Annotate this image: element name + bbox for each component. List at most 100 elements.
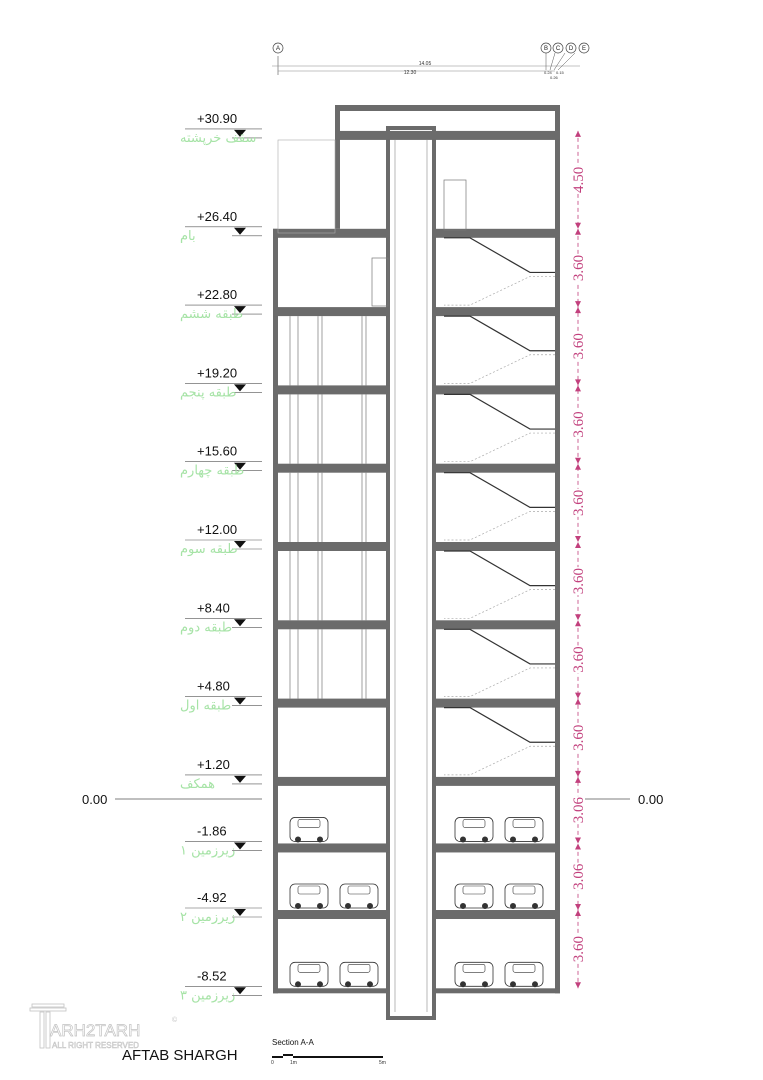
slab xyxy=(273,620,390,630)
car-wheel xyxy=(510,836,516,843)
car-wheel xyxy=(482,903,488,910)
car-wheel xyxy=(460,981,466,988)
car-wheel xyxy=(482,981,488,988)
dimension-label-bg xyxy=(571,165,585,194)
floor-height-label: 3.60 xyxy=(571,255,587,281)
slab xyxy=(432,843,560,853)
floor-height-label: 3.60 xyxy=(571,568,587,594)
section-label: Section A-A xyxy=(272,1038,314,1047)
dimension-label-bg xyxy=(571,567,585,596)
car-window xyxy=(347,964,371,973)
ground-level-left: 0.00 xyxy=(82,792,107,807)
floor-height-label: 3.06 xyxy=(571,797,587,824)
dimension-label-bg xyxy=(571,488,585,517)
grid-axis-label: D xyxy=(569,46,574,52)
dimension-arrow-icon xyxy=(575,910,581,917)
stair-flight xyxy=(444,276,555,306)
dimension-arrow-icon xyxy=(575,542,581,548)
dimension-label-bg xyxy=(571,723,585,752)
dimension-arrow-icon xyxy=(575,904,581,911)
foundation-right xyxy=(432,988,560,994)
car xyxy=(454,883,494,909)
logo-text: ARH2TARH xyxy=(50,1021,140,1040)
slab xyxy=(432,463,560,473)
building-section xyxy=(273,105,560,1020)
car-wheel xyxy=(295,903,301,910)
dimension-arrow-icon xyxy=(575,770,581,777)
grid-bubble xyxy=(565,42,577,54)
dimension-arrow-icon xyxy=(575,837,581,844)
grid-axis-label: B xyxy=(544,46,548,52)
car-wheel xyxy=(367,903,373,910)
car-wheel xyxy=(510,981,516,988)
slab xyxy=(273,776,390,786)
dimension-label-bg xyxy=(571,796,585,825)
dimension-label-bg xyxy=(571,332,585,361)
slab xyxy=(432,228,560,238)
level-marker-icon xyxy=(234,775,246,783)
dimension-arrow-icon xyxy=(575,536,581,542)
car-wheel xyxy=(510,903,516,910)
slab xyxy=(432,776,560,786)
stair-flight xyxy=(444,745,555,776)
level-elevation: +19.20 xyxy=(197,365,237,380)
dimension-arrow-icon xyxy=(575,776,581,783)
car-window xyxy=(347,885,371,895)
penthouse-outline xyxy=(277,139,336,234)
stair-flight xyxy=(444,237,555,274)
door xyxy=(371,257,389,307)
grid-axis-label: A xyxy=(276,46,280,52)
inner-dimension: 12.30 xyxy=(404,70,417,76)
ground-level-right: 0.00 xyxy=(638,792,663,807)
level-name: طبقه دوم xyxy=(180,620,232,635)
slab xyxy=(432,542,560,551)
car xyxy=(504,883,544,909)
level-name: طبقه ششم xyxy=(180,307,243,322)
level-name: طبقه چهارم xyxy=(180,464,244,479)
car-window xyxy=(462,885,486,895)
dimension-arrow-icon xyxy=(575,379,581,386)
car xyxy=(504,961,544,987)
level-marker-icon xyxy=(234,842,246,850)
level-marker-icon xyxy=(234,306,246,314)
car xyxy=(289,817,329,842)
car-window xyxy=(462,819,486,828)
slab xyxy=(432,698,560,708)
level-name: زیرزمین ۲ xyxy=(180,910,235,925)
slab xyxy=(273,843,390,853)
dimension-arrow-icon xyxy=(575,222,581,229)
car xyxy=(289,961,329,987)
level-elevation: -8.52 xyxy=(197,968,227,983)
svg-text:©: © xyxy=(172,1016,178,1024)
car-wheel xyxy=(532,981,538,988)
stair-flight xyxy=(444,432,555,463)
car xyxy=(339,883,379,909)
level-elevation: +26.40 xyxy=(197,209,237,224)
car-wheel xyxy=(367,981,373,988)
floor-height-label: 4.50 xyxy=(571,167,587,193)
slab xyxy=(273,542,390,551)
scale-bar: 0 1m 5m xyxy=(271,1054,386,1066)
slab xyxy=(432,385,560,395)
car xyxy=(289,883,329,909)
overall-dimension: 14.05 xyxy=(419,61,432,67)
grid-bubble xyxy=(552,42,564,54)
stair-flight xyxy=(444,550,555,587)
car-window xyxy=(462,964,486,973)
dimension-arrow-icon xyxy=(575,698,581,705)
dimension-label-bg xyxy=(571,253,585,282)
dimension-arrow-icon xyxy=(575,692,581,699)
level-marker-icon xyxy=(234,909,246,917)
scale-label: 5m xyxy=(379,1060,386,1066)
stair-flight xyxy=(444,667,555,697)
level-marker-icon xyxy=(234,129,246,137)
level-name: طبقه پنجم xyxy=(180,385,237,400)
car-window xyxy=(512,819,536,828)
dimension-arrow-icon xyxy=(575,307,581,314)
car xyxy=(454,961,494,987)
stair-flight xyxy=(444,706,555,743)
level-name: طبقه اول xyxy=(180,699,231,714)
floor-height-label: 3.60 xyxy=(571,936,587,962)
